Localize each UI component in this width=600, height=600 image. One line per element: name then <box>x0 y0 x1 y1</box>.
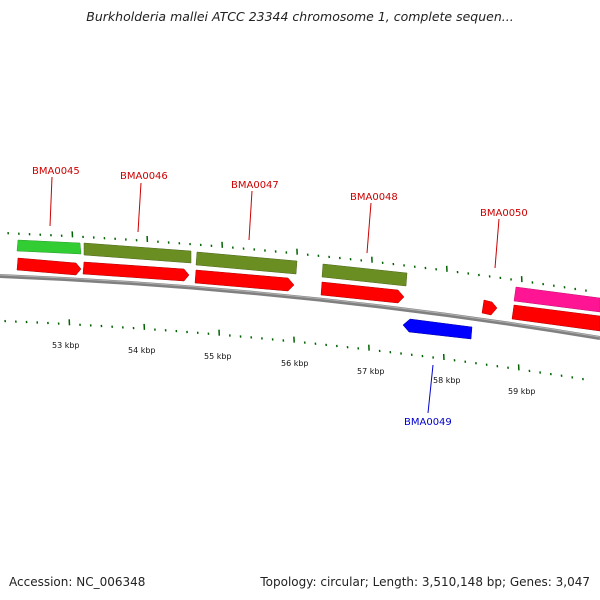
scale-label-55kbp: 55 kbp <box>204 352 232 361</box>
gene-bar-bma0047[interactable] <box>195 251 298 275</box>
cds-arrow-bma0047[interactable] <box>194 269 295 292</box>
gene-feature-row <box>16 239 600 313</box>
scale-label-56kbp: 56 kbp <box>281 359 309 368</box>
cds-arrow-bma0045[interactable] <box>16 257 82 276</box>
cds-arrow-bma0048[interactable] <box>320 281 405 304</box>
gene-label-bma0049[interactable]: BMA0049 <box>404 417 452 428</box>
cds-arrow-bma0050[interactable] <box>481 299 498 316</box>
genome-summary-text: Topology: circular; Length: 3,510,148 bp… <box>260 575 590 589</box>
accession-text: Accession: NC_006348 <box>9 575 146 589</box>
outer-tick-ring <box>7 231 587 292</box>
gene-label-bma0050[interactable]: BMA0050 <box>480 208 528 219</box>
inner-tick-ring <box>4 319 584 381</box>
scale-label-58kbp: 58 kbp <box>433 376 461 385</box>
gene-label-bma0048[interactable]: BMA0048 <box>350 192 398 203</box>
gene-label-bma0046[interactable]: BMA0046 <box>120 171 168 182</box>
scale-label-57kbp: 57 kbp <box>357 367 385 376</box>
cds-arrow-bma0051[interactable] <box>511 304 600 332</box>
gene-label-bma0047[interactable]: BMA0047 <box>231 180 279 191</box>
scale-label-53kbp: 53 kbp <box>52 341 80 350</box>
scale-label-54kbp: 54 kbp <box>128 346 156 355</box>
map-title: Burkholderia mallei ATCC 23344 chromosom… <box>86 9 514 24</box>
gene-leader-lines <box>49 176 500 414</box>
cds-arrow-bma0049[interactable] <box>402 318 473 340</box>
chromosome-backbone <box>0 274 600 340</box>
gene-bar-bma0045[interactable] <box>16 239 82 255</box>
gene-bar-bma0046[interactable] <box>83 242 192 264</box>
gene-bar-bma0050[interactable] <box>513 286 600 313</box>
cds-arrow-bma0046[interactable] <box>82 261 190 282</box>
gene-label-bma0045[interactable]: BMA0045 <box>32 166 80 177</box>
gene-bar-bma0048[interactable] <box>321 263 408 287</box>
scale-label-59kbp: 59 kbp <box>508 387 536 396</box>
cds-arrow-row <box>16 257 600 332</box>
